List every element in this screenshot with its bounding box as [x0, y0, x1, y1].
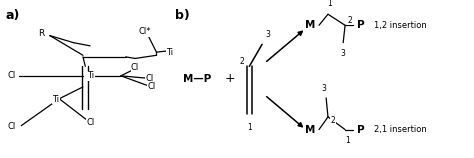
Text: a): a) — [6, 9, 20, 22]
Text: 1,2 insertion: 1,2 insertion — [374, 21, 427, 30]
Text: M: M — [305, 20, 316, 30]
Text: 2: 2 — [240, 57, 245, 66]
Text: 1: 1 — [345, 136, 350, 145]
Text: Cl: Cl — [8, 71, 16, 80]
Text: 3: 3 — [265, 30, 270, 39]
Text: Ti: Ti — [166, 48, 173, 57]
Text: Cl: Cl — [147, 82, 156, 91]
Text: P: P — [357, 125, 365, 135]
Text: M: M — [305, 125, 316, 135]
Text: Ti: Ti — [52, 95, 60, 104]
Text: P: P — [357, 20, 365, 30]
Text: Cl: Cl — [145, 74, 154, 83]
Text: 2: 2 — [330, 116, 335, 125]
Text: 1: 1 — [247, 124, 252, 132]
Text: 1: 1 — [327, 0, 332, 8]
Text: b): b) — [175, 9, 190, 22]
Text: Ti: Ti — [87, 71, 95, 80]
Text: 2,1 insertion: 2,1 insertion — [374, 125, 427, 134]
Text: Cl: Cl — [131, 63, 139, 72]
Text: M—P: M—P — [182, 74, 211, 84]
Text: 3: 3 — [321, 84, 326, 93]
Text: R: R — [38, 30, 45, 38]
Text: 3: 3 — [341, 49, 346, 58]
Text: Cl*: Cl* — [138, 27, 151, 36]
Text: Cl: Cl — [8, 122, 16, 131]
Text: Cl: Cl — [87, 118, 95, 127]
Text: +: + — [225, 73, 235, 85]
Text: 2: 2 — [347, 16, 352, 25]
